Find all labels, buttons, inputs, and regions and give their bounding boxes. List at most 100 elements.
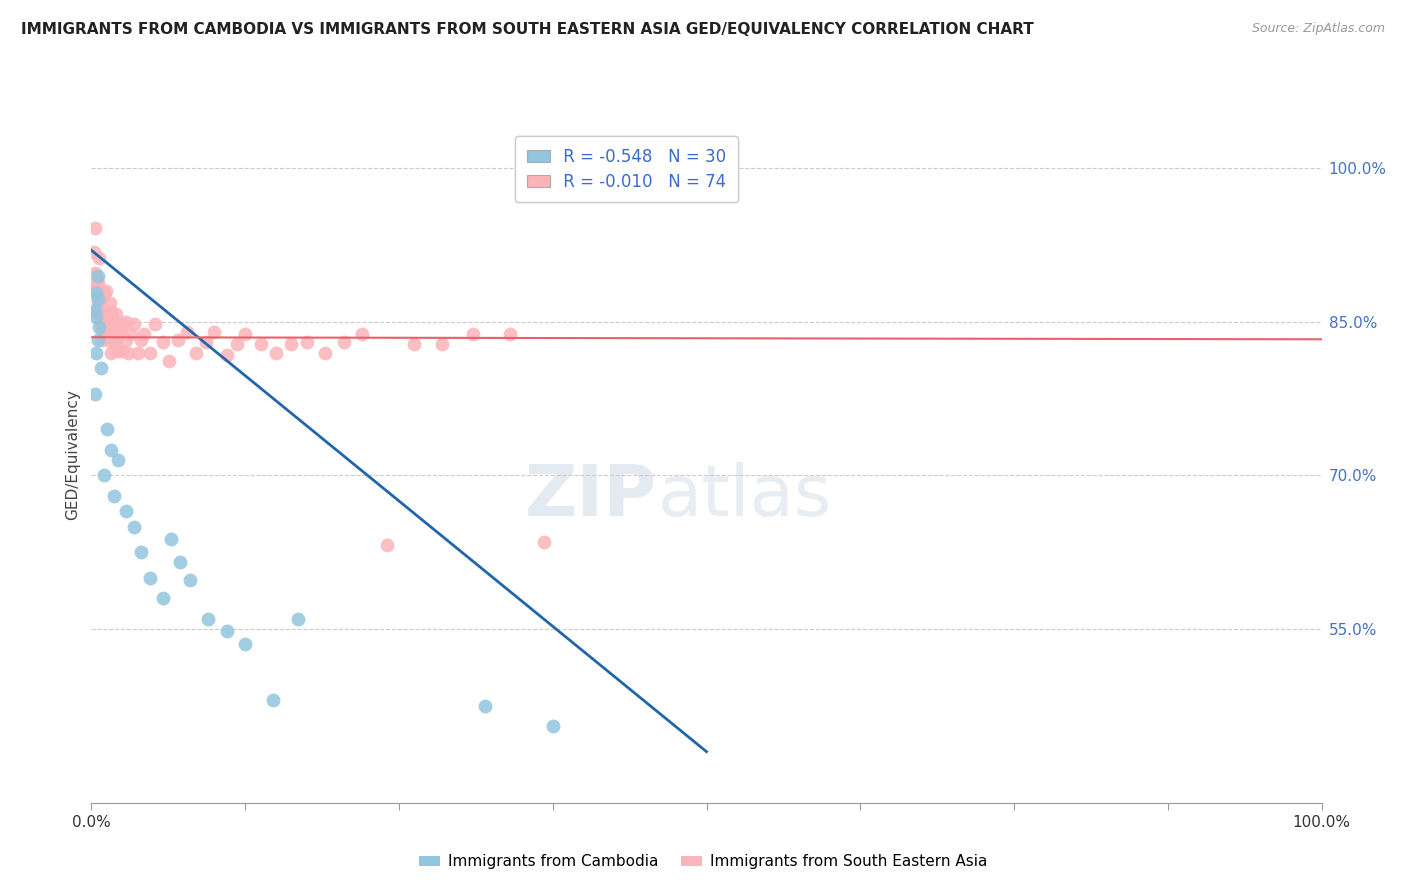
Point <box>84 284 107 298</box>
Point <box>215 624 238 638</box>
Point <box>87 320 110 334</box>
Point <box>129 334 152 348</box>
Point <box>89 294 111 309</box>
Point <box>160 532 183 546</box>
Point <box>295 335 318 350</box>
Point <box>93 286 115 301</box>
Text: ZIP: ZIP <box>524 462 657 531</box>
Point <box>100 442 122 457</box>
Point <box>84 386 107 401</box>
Point <box>194 335 217 350</box>
Point <box>86 268 108 283</box>
Point <box>430 337 453 351</box>
Point <box>97 334 120 348</box>
Point <box>93 289 115 303</box>
Point <box>176 325 198 339</box>
Point <box>152 335 174 350</box>
Point <box>225 337 247 351</box>
Point <box>139 345 162 359</box>
Point <box>86 334 108 348</box>
Point <box>184 345 207 359</box>
Point <box>86 345 108 359</box>
Point <box>87 252 110 266</box>
Point <box>94 315 117 329</box>
Point <box>474 698 496 713</box>
Point <box>100 304 122 318</box>
Text: IMMIGRANTS FROM CAMBODIA VS IMMIGRANTS FROM SOUTH EASTERN ASIA GED/EQUIVALENCY C: IMMIGRANTS FROM CAMBODIA VS IMMIGRANTS F… <box>21 22 1033 37</box>
Point <box>129 545 152 559</box>
Point <box>103 325 125 339</box>
Point <box>86 286 108 301</box>
Point <box>402 337 425 351</box>
Point <box>107 453 129 467</box>
Point <box>215 348 238 362</box>
Point <box>98 307 121 321</box>
Legend:  R = -0.548   N = 30,  R = -0.010   N = 74: R = -0.548 N = 30, R = -0.010 N = 74 <box>515 136 738 202</box>
Point <box>280 337 302 351</box>
Point <box>233 327 256 342</box>
Point <box>533 534 555 549</box>
Point <box>375 538 398 552</box>
Point <box>83 245 105 260</box>
Point <box>352 327 374 342</box>
Point <box>139 571 162 585</box>
Point <box>134 327 156 342</box>
Point <box>104 337 127 351</box>
Point <box>120 327 142 342</box>
Point <box>105 334 127 348</box>
Point <box>89 315 111 329</box>
Point <box>233 637 256 651</box>
Point <box>197 612 219 626</box>
Point <box>107 343 129 358</box>
Point <box>86 276 108 290</box>
Point <box>84 302 107 317</box>
Point <box>114 315 138 329</box>
Point <box>111 343 134 358</box>
Point <box>98 296 121 310</box>
Point <box>101 317 124 331</box>
Point <box>93 468 115 483</box>
Point <box>87 296 110 310</box>
Text: atlas: atlas <box>657 462 832 531</box>
Y-axis label: GED/Equivalency: GED/Equivalency <box>65 390 80 520</box>
Point <box>202 325 225 339</box>
Point <box>166 334 188 348</box>
Point <box>90 361 112 376</box>
Point <box>498 327 520 342</box>
Point <box>84 220 107 235</box>
Point <box>96 325 118 339</box>
Point <box>86 268 108 283</box>
Point <box>86 293 108 307</box>
Point <box>157 353 180 368</box>
Point <box>110 325 132 339</box>
Point <box>84 266 107 280</box>
Point <box>117 345 139 359</box>
Point <box>96 327 117 342</box>
Point <box>86 276 108 290</box>
Point <box>96 422 118 436</box>
Point <box>91 317 114 331</box>
Point <box>90 304 112 318</box>
Point <box>112 317 135 331</box>
Point <box>87 282 110 296</box>
Point <box>179 573 201 587</box>
Point <box>169 555 191 569</box>
Point <box>103 489 125 503</box>
Point <box>91 334 114 348</box>
Point <box>127 345 149 359</box>
Point <box>114 504 138 518</box>
Legend: Immigrants from Cambodia, Immigrants from South Eastern Asia: Immigrants from Cambodia, Immigrants fro… <box>412 848 994 875</box>
Point <box>250 337 273 351</box>
Point <box>332 335 354 350</box>
Point <box>86 294 108 309</box>
Point <box>152 591 174 606</box>
Point <box>89 307 111 321</box>
Point <box>86 304 108 318</box>
Point <box>264 345 287 359</box>
Point <box>124 317 146 331</box>
Point <box>461 327 484 342</box>
Point <box>262 693 284 707</box>
Text: Source: ZipAtlas.com: Source: ZipAtlas.com <box>1251 22 1385 36</box>
Point <box>103 315 125 329</box>
Point <box>107 325 129 339</box>
